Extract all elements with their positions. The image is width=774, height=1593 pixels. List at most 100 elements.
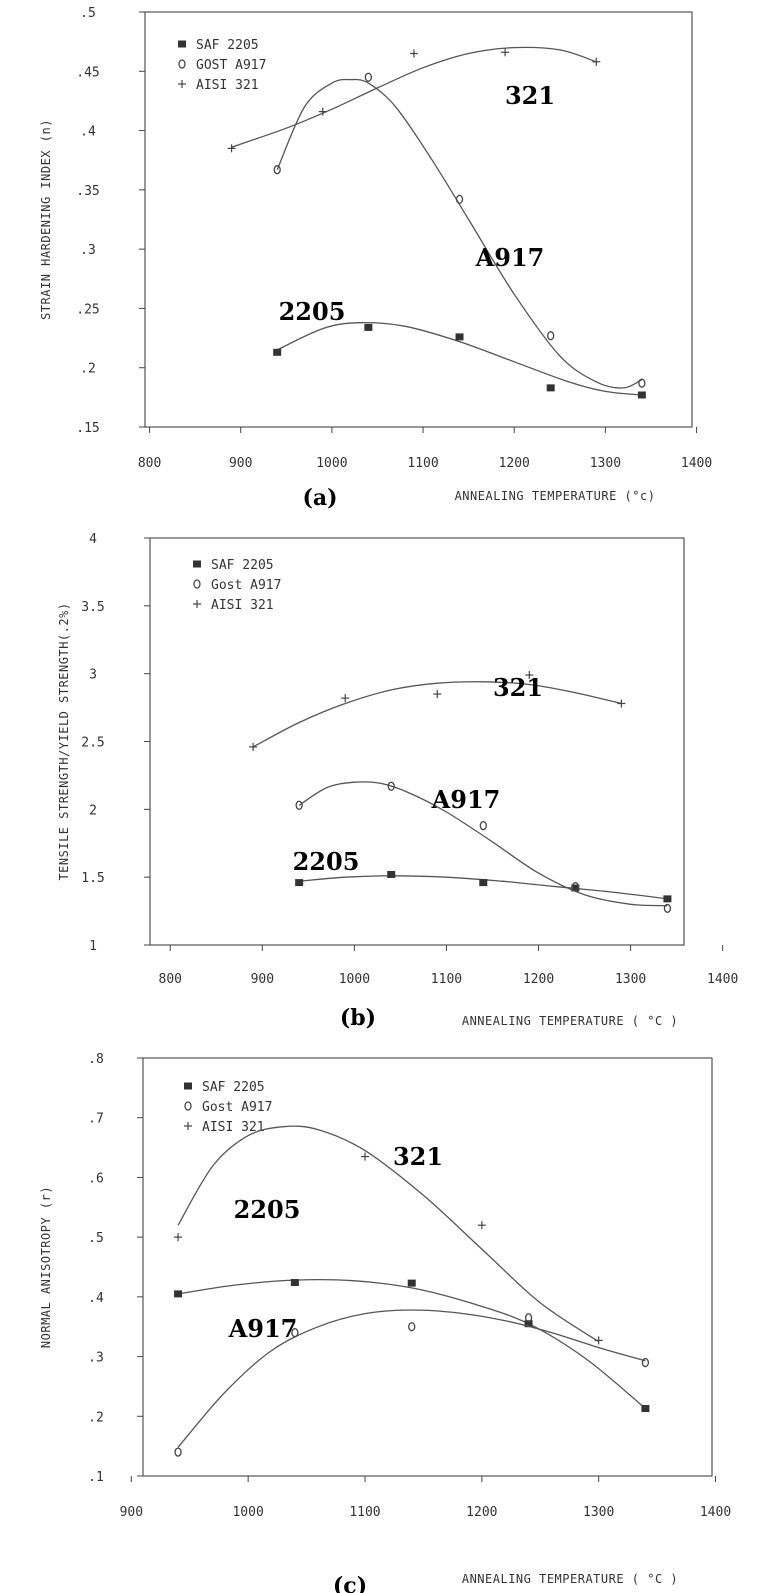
- series-curve: [252, 681, 622, 748]
- series-curve: [298, 781, 668, 907]
- data-point: [295, 879, 304, 887]
- legend-entry: SAF 2205: [211, 558, 274, 573]
- legend-entry: Gost A917: [211, 578, 281, 593]
- data-point: [455, 333, 464, 341]
- data-point: [524, 1313, 533, 1323]
- data-point: [227, 144, 236, 153]
- x-tick-label: 1400: [700, 1505, 731, 1520]
- x-tick-label: 1100: [407, 456, 438, 471]
- plot-frame: [142, 1057, 713, 1477]
- data-point: [407, 1279, 416, 1287]
- legend-marker: [193, 600, 201, 608]
- legend-marker: [184, 1122, 192, 1130]
- data-point: [341, 694, 350, 703]
- data-point: [360, 1152, 369, 1161]
- x-tick-label: 1000: [232, 1505, 263, 1520]
- data-point: [477, 1221, 486, 1230]
- x-tick-label: 1400: [681, 456, 712, 471]
- legend-entry: AISI 321: [202, 1120, 265, 1135]
- data-point: [592, 57, 601, 66]
- data-point: [479, 879, 488, 887]
- data-point: [547, 331, 555, 341]
- data-point: [174, 1290, 183, 1298]
- y-tick-label: .1: [88, 1470, 104, 1485]
- legend-marker: [193, 579, 201, 589]
- y-tick-label: .2: [80, 362, 96, 377]
- x-tick-label: 1200: [466, 1505, 497, 1520]
- data-point: [546, 384, 555, 392]
- y-tick-label: .4: [88, 1291, 104, 1306]
- data-point: [479, 820, 487, 831]
- legend-marker: [184, 1082, 192, 1090]
- panel-label: (a): [302, 485, 337, 511]
- series-curve: [276, 78, 643, 389]
- y-tick-label: .3: [88, 1351, 104, 1366]
- y-tick-label: 4: [89, 532, 97, 547]
- y-tick-label: .25: [76, 302, 99, 317]
- x-tick-label: 1300: [590, 456, 621, 471]
- data-point: [571, 882, 580, 892]
- y-tick-label: 1.5: [81, 871, 104, 886]
- data-point: [295, 800, 303, 810]
- series-label: 2205: [279, 297, 346, 326]
- panel-label: (c): [333, 1573, 367, 1593]
- data-point: [291, 1328, 299, 1338]
- series-label: A917: [431, 785, 501, 814]
- x-tick-label: 1300: [615, 972, 646, 987]
- series-label: A917: [475, 243, 545, 272]
- series-curve: [178, 1278, 646, 1409]
- x-tick-label: 1100: [349, 1505, 380, 1520]
- y-tick-label: .3: [80, 243, 96, 258]
- x-tick-label: 800: [138, 456, 161, 471]
- legend-marker: [184, 1101, 192, 1111]
- legend-marker: [178, 40, 186, 48]
- data-point: [524, 1320, 533, 1328]
- legend-entry: SAF 2205: [196, 38, 259, 53]
- y-tick-label: .2: [88, 1410, 104, 1425]
- series-label: A917: [228, 1314, 298, 1343]
- data-point: [638, 378, 646, 388]
- data-point: [364, 323, 373, 331]
- series-curve: [177, 1309, 646, 1448]
- legend-entry: SAF 2205: [202, 1080, 265, 1095]
- data-point: [318, 107, 327, 116]
- legend-marker: [178, 59, 186, 69]
- y-tick-label: 1: [89, 939, 97, 954]
- plot-frame: [144, 11, 693, 428]
- data-point: [641, 1405, 650, 1413]
- y-tick-label: .4: [80, 125, 96, 140]
- legend-entry: Gost A917: [202, 1100, 272, 1115]
- y-axis-label: STRAIN HARDENING INDEX (n): [39, 119, 53, 320]
- data-point: [273, 165, 281, 175]
- x-tick-label: 1400: [707, 972, 738, 987]
- data-point: [455, 194, 464, 204]
- y-tick-label: 3: [89, 668, 97, 683]
- y-tick-label: .8: [88, 1052, 104, 1067]
- x-axis-label: ANNEALING TEMPERATURE (°c): [455, 489, 656, 503]
- data-point: [663, 895, 672, 903]
- y-axis-label: NORMAL ANISOTROPY (r): [39, 1186, 53, 1348]
- series-label: 321: [505, 81, 555, 110]
- y-tick-label: 3.5: [81, 600, 104, 615]
- legend-entry: AISI 321: [211, 598, 274, 613]
- data-point: [571, 884, 580, 892]
- x-tick-label: 1200: [499, 456, 530, 471]
- data-point: [249, 742, 258, 751]
- x-tick-label: 900: [120, 1505, 143, 1520]
- data-point: [637, 391, 646, 399]
- series-curve: [276, 321, 642, 396]
- series-curve: [231, 46, 597, 148]
- y-tick-label: .45: [76, 65, 99, 80]
- panel-label: (b): [340, 1005, 376, 1031]
- data-point: [663, 903, 672, 914]
- legend-entry: GOST A917: [196, 58, 266, 73]
- series-curve: [177, 1125, 600, 1343]
- y-tick-label: .5: [80, 6, 96, 21]
- y-tick-label: .6: [88, 1171, 104, 1186]
- x-tick-label: 1000: [339, 972, 370, 987]
- x-tick-label: 1300: [583, 1505, 614, 1520]
- series-label: 2205: [293, 847, 360, 876]
- x-tick-label: 1200: [523, 972, 554, 987]
- x-tick-label: 800: [159, 972, 182, 987]
